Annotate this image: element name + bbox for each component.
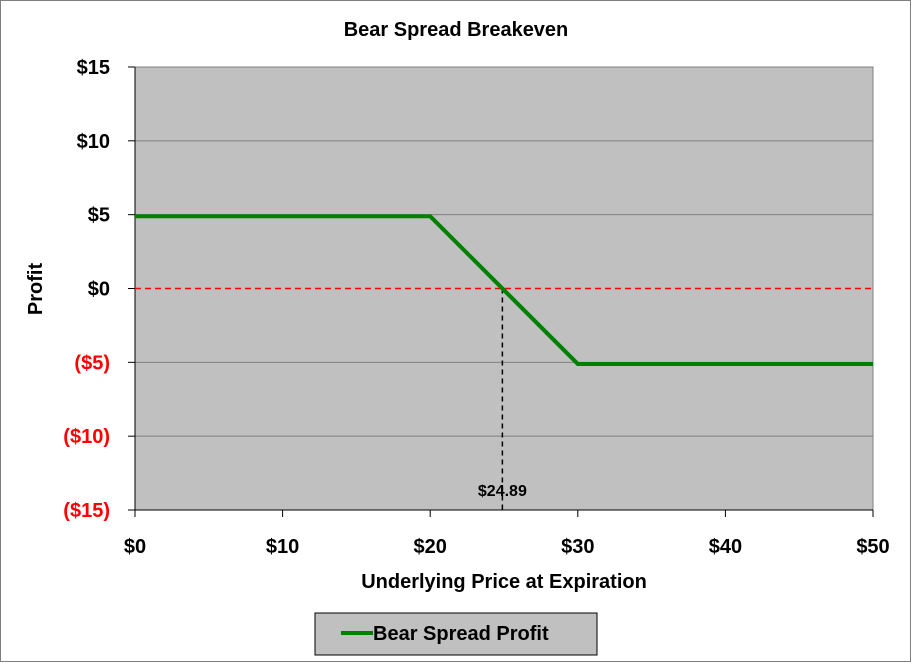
breakeven-label: $24.89 <box>478 483 527 500</box>
x-tick-label: $20 <box>414 536 447 558</box>
y-axis-title: Profit <box>25 263 47 316</box>
legend-label: Bear Spread Profit <box>373 623 549 645</box>
y-tick-label: $15 <box>77 57 110 79</box>
y-tick-label: $10 <box>77 131 110 153</box>
x-tick-label: $0 <box>124 536 146 558</box>
y-tick-label: ($5) <box>74 352 110 374</box>
series-layer <box>135 214 873 366</box>
x-axis-title: Underlying Price at Expiration <box>361 571 647 593</box>
reference-lines <box>135 287 873 510</box>
x-tick-labels: $0 $10 $20 $30 $40 $50 <box>124 536 890 558</box>
x-tick-label: $10 <box>266 536 299 558</box>
x-tick-label: $30 <box>561 536 594 558</box>
chart-title: Bear Spread Breakeven <box>344 19 569 41</box>
y-tick-label: $5 <box>88 205 110 227</box>
x-tick-label: $50 <box>856 536 889 558</box>
y-tick-label: ($15) <box>63 500 110 522</box>
x-tick-label: $40 <box>709 536 742 558</box>
y-tick-label: ($10) <box>63 426 110 448</box>
y-tick-labels: $15 $10 $5 $0 ($5) ($10) ($15) <box>63 57 110 522</box>
series-line-0 <box>135 214 873 366</box>
y-tick-label: $0 <box>88 279 110 301</box>
legend: Bear Spread Profit <box>314 612 598 656</box>
